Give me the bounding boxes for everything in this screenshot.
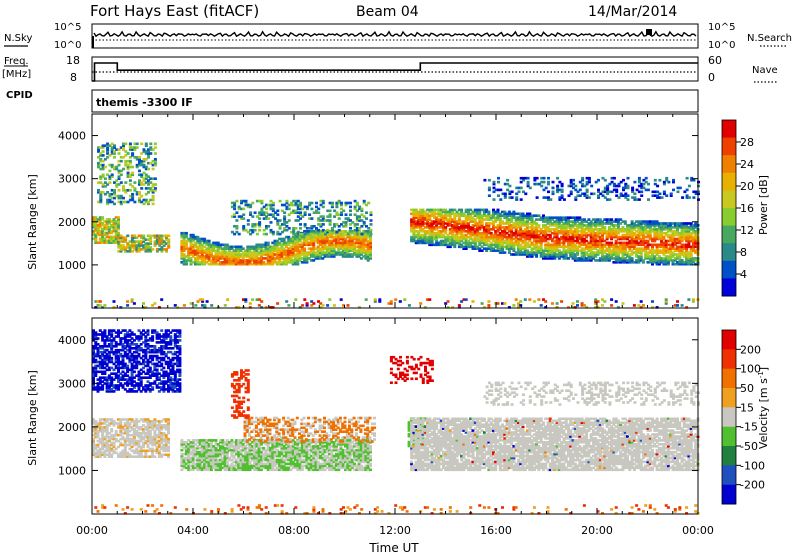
nsky-tick-top: 10^5 (54, 22, 81, 33)
velocity-ytick-label: 1000 (58, 464, 86, 477)
power-colorbar-swatch (722, 278, 736, 297)
power-frame (91, 113, 699, 309)
power-colorbar-swatch (722, 137, 736, 156)
velocity-frame (91, 317, 699, 515)
power-colorbar-swatch (722, 260, 736, 279)
velocity-colorbar-swatch (722, 407, 736, 428)
velocity-colorbar-swatch (722, 388, 736, 408)
time-tick-label: 00:00 (76, 524, 108, 537)
nsky-strip: N.Sky 10^5 10^0 10^5 10^0 N.Search (4, 22, 792, 51)
velocity-colorbar-frame (721, 329, 737, 505)
nave-label: Nave (752, 65, 778, 76)
time-tick-label: 04:00 (177, 524, 209, 537)
power-colorbar-tick-label: 8 (740, 246, 747, 259)
beam-label: Beam 04 (356, 4, 419, 20)
nsearch-tick-top: 10^5 (708, 22, 735, 33)
power-ytick-label: 4000 (58, 130, 86, 143)
velocity-colorbar-swatch (722, 446, 736, 466)
time-tick-label: 16:00 (480, 524, 512, 537)
velocity-colorbar-tick-label: -15 (740, 421, 758, 434)
velocity-colorbar-swatch (722, 426, 736, 447)
freq-strip: Freq. [MHz] 18 8 60 0 Nave CPID (2, 54, 778, 101)
power-cells (92, 142, 700, 309)
power-colorbar: 28 24 20 16 12 8 4 (721, 119, 754, 297)
nsky-tick-bottom: 10^0 (54, 40, 81, 51)
power-colorbar-tick-label: 28 (740, 136, 754, 149)
velocity-colorbar-tick-label: 50 (740, 382, 754, 395)
nsearch-label: N.Search (747, 33, 792, 44)
power-colorbar-swatch (722, 120, 736, 139)
freq-unit: [MHz] (2, 69, 31, 80)
freq-trace (92, 62, 698, 82)
power-colorbar-tick-label: 16 (740, 202, 754, 215)
power-colorbar-label: Power [dB] (757, 175, 770, 235)
velocity-colorbar-swatch (722, 349, 736, 370)
cpid-frame (91, 89, 699, 113)
power-ytick-label: 3000 (58, 173, 86, 186)
freq-frame (91, 56, 699, 82)
velocity-ytick-label: 2000 (58, 421, 86, 434)
velocity-colorbar-tick-label: -50 (740, 440, 758, 453)
nsky-spike (646, 29, 652, 35)
nave-tick-bottom: 0 (708, 71, 715, 84)
power-colorbar-tick-label: 12 (740, 224, 754, 237)
power-colorbar-swatch (722, 172, 736, 191)
nsky-trace (93, 30, 697, 38)
power-colorbar-tick-label: 24 (740, 158, 754, 171)
freq-tick-bottom: 8 (70, 71, 77, 84)
time-tick-label: 20:00 (581, 524, 613, 537)
nsearch-tick-bottom: 10^0 (708, 40, 735, 51)
velocity-cells (92, 329, 700, 515)
power-colorbar-tick-label: 20 (740, 180, 754, 193)
velocity-colorbar-tick-label: 100 (740, 363, 761, 376)
cpid-label: CPID (6, 90, 33, 101)
date-label: 14/Mar/2014 (588, 4, 677, 20)
time-tick-label: 00:00 (682, 524, 714, 537)
velocity-colorbar-swatch (722, 465, 736, 486)
time-tick-label: 08:00 (278, 524, 310, 537)
time-tick-label: 12:00 (379, 524, 411, 537)
freq-tick-top: 18 (66, 54, 80, 67)
velocity-ytick-label: 4000 (58, 334, 86, 347)
velocity-colorbar-tick-label: -100 (740, 459, 765, 472)
velocity-colorbar-tick-label: -200 (740, 479, 765, 492)
power-colorbar-swatch (722, 190, 736, 209)
power-ytick-label: 2000 (58, 216, 86, 229)
power-ylabel: Slant Range [km] (26, 174, 39, 270)
velocity-colorbar-label: Velocity [m s-1] (757, 367, 770, 449)
power-colorbar-swatch (722, 225, 736, 244)
velocity-colorbar: 200 100 50 15 -15 -50 -100 -200 (721, 329, 765, 505)
power-colorbar-swatch (722, 243, 736, 262)
freq-label: Freq. (4, 56, 29, 67)
velocity-colorbar-swatch (722, 368, 736, 389)
velocity-ylabel: Slant Range [km] (26, 370, 39, 466)
velocity-colorbar-tick-label: 15 (740, 401, 754, 414)
power-colorbar-swatch (722, 208, 736, 227)
time-axis-label: Time UT (368, 541, 419, 554)
power-ytick-label: 1000 (58, 259, 86, 272)
velocity-colorbar-tick-label: 200 (740, 343, 761, 356)
power-colorbar-swatch (722, 155, 736, 174)
nsky-label: N.Sky (4, 33, 32, 44)
velocity-colorbar-swatch (722, 330, 736, 350)
cpid-text: themis -3300 IF (96, 96, 193, 109)
nave-tick-top: 60 (708, 54, 722, 67)
power-colorbar-tick-label: 4 (740, 268, 747, 281)
velocity-ytick-label: 3000 (58, 377, 86, 390)
station-title: Fort Hays East (fitACF) (90, 2, 259, 20)
velocity-colorbar-swatch (722, 484, 736, 505)
